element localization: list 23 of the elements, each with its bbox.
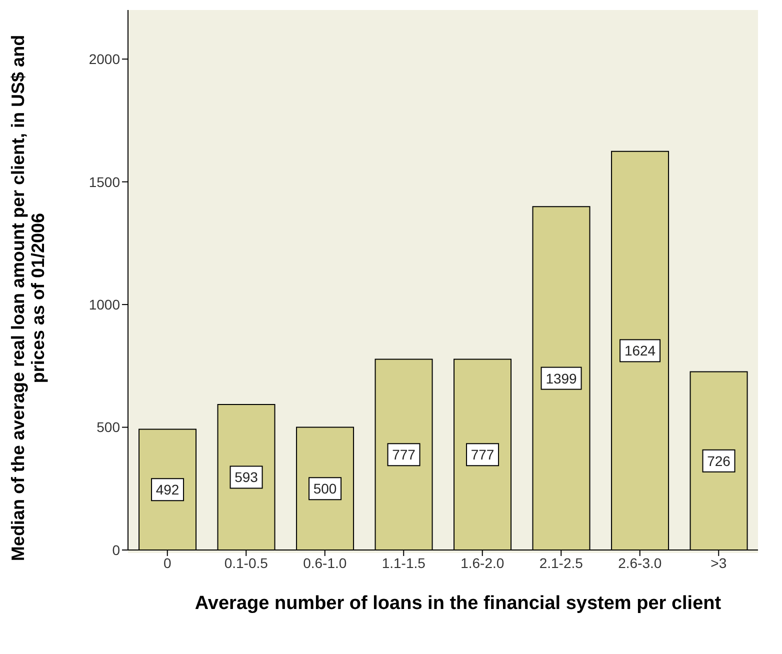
y-tick-label: 2000 [88, 51, 120, 68]
y-tick-label: 1000 [88, 296, 120, 313]
data-label: 492 [156, 482, 180, 498]
data-label: 1624 [624, 342, 656, 359]
data-label: 726 [707, 452, 731, 469]
data-label: 593 [234, 469, 258, 486]
x-tick-label: 1.6-2.0 [460, 554, 504, 571]
data-label: 777 [470, 446, 494, 463]
data-label: 500 [313, 480, 337, 497]
x-tick-label: >3 [710, 554, 727, 571]
x-tick-label: 1.1-1.5 [382, 554, 426, 571]
data-label: 777 [392, 446, 416, 463]
x-tick-label: 0.1-0.5 [224, 554, 268, 571]
y-tick-label: 1500 [88, 174, 120, 190]
x-tick-label: 0.6-1.0 [303, 554, 347, 571]
x-tick-label: 2.6-3.0 [618, 554, 662, 571]
data-label: 1399 [546, 370, 578, 386]
y-tick-label: 500 [96, 419, 120, 436]
x-axis-title: Average number of loans in the financial system per client [194, 593, 722, 615]
y-tick-label: 0 [112, 542, 120, 558]
x-tick-label: 2.1-2.5 [539, 554, 584, 571]
x-tick-label: 0 [163, 554, 172, 571]
y-axis-title: Median of the average real loan amount per client, in US$ and prices as of 01/2006 [8, 34, 48, 564]
